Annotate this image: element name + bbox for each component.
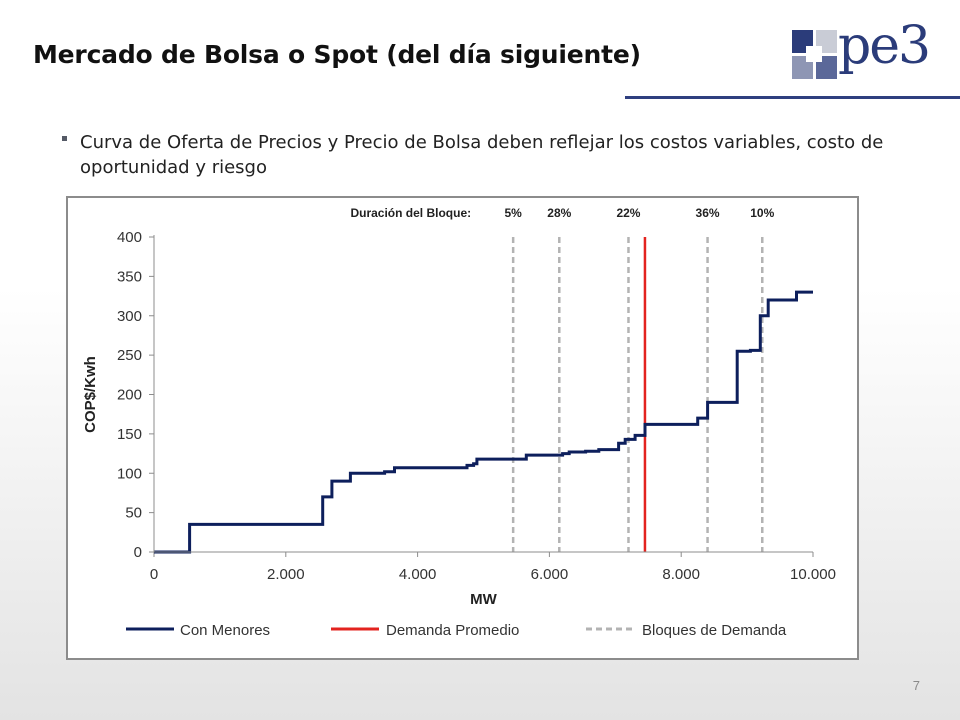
bullet-text: Curva de Oferta de Precios y Precio de B…	[80, 132, 884, 178]
block-duration-label: 10%	[750, 206, 774, 220]
supply-curve-line	[154, 290, 813, 554]
slide-title: Mercado de Bolsa o Spot (del día siguien…	[33, 40, 641, 69]
y-tick-label: 250	[117, 347, 142, 364]
y-tick-label: 300	[117, 308, 142, 325]
x-tick-label: 10.000	[790, 566, 836, 583]
block-duration-title: Duración del Bloque:	[350, 206, 471, 220]
block-duration-label: 36%	[696, 206, 720, 220]
legend-label: Demanda Promedio	[386, 622, 519, 639]
x-tick-label: 0	[150, 566, 158, 583]
y-tick-label: 400	[117, 229, 142, 246]
bullet-item: Curva de Oferta de Precios y Precio de B…	[62, 130, 912, 180]
x-tick-label: 4.000	[399, 566, 437, 583]
block-duration-label: 28%	[547, 206, 571, 220]
supply-curve-chart: 0 50 100 150 200 250 300 350 400 0 2.000 4.000 6.00…	[82, 206, 836, 639]
legend-label: Bloques de Demanda	[642, 622, 787, 639]
square-bullet-icon	[62, 136, 67, 141]
header-rule	[625, 96, 960, 99]
block-duration-label: 22%	[616, 206, 640, 220]
y-tick-label: 0	[134, 544, 142, 561]
chart-frame: 0 50 100 150 200 250 300 350 400 0 2.000 4.000 6.00…	[66, 196, 859, 660]
y-tick-label: 100	[117, 465, 142, 482]
legend-label: Con Menores	[180, 622, 270, 639]
x-tick-label: 6.000	[531, 566, 569, 583]
x-tick-label: 2.000	[267, 566, 305, 583]
pe3-logo: pe3	[790, 16, 940, 82]
y-tick-label: 200	[117, 387, 142, 404]
block-duration-label: 5%	[504, 206, 522, 220]
page-number: 7	[912, 678, 920, 693]
y-axis-label: COP$/Kwh	[82, 356, 99, 433]
x-tick-label: 8.000	[662, 566, 700, 583]
logo-text: pe3	[838, 16, 931, 76]
y-tick-label: 150	[117, 426, 142, 443]
x-axis-label: MW	[470, 591, 497, 608]
y-tick-label: 350	[117, 268, 142, 285]
y-tick-label: 50	[125, 505, 142, 522]
logo-squares-icon	[792, 30, 837, 79]
